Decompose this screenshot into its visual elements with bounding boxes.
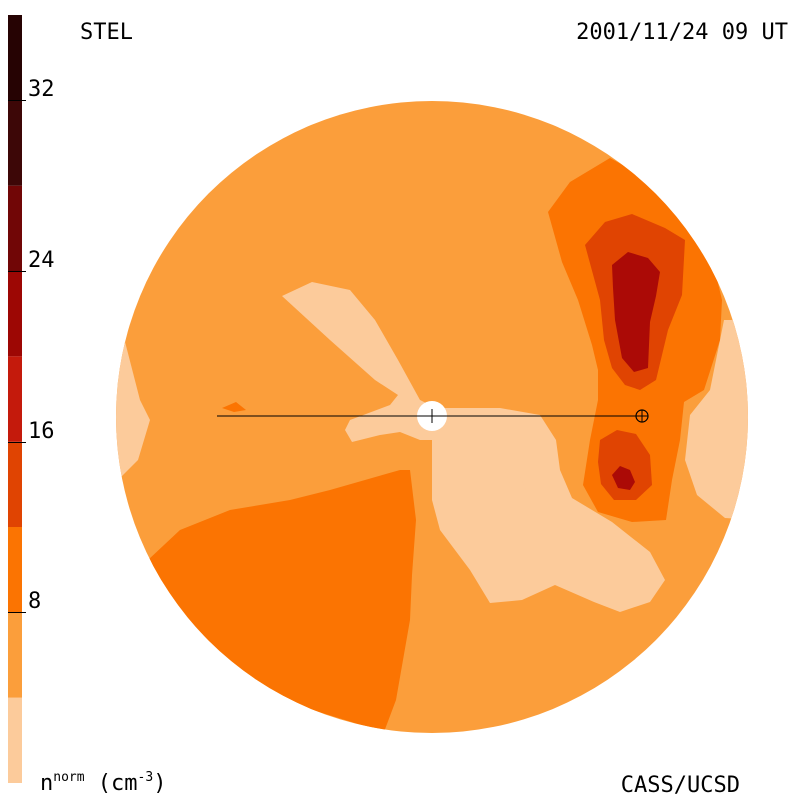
- unit-exponent: -3: [137, 770, 154, 785]
- colorbar-tick-label: 16: [28, 418, 55, 444]
- contour-level-3-speck: [222, 402, 246, 412]
- contour-level-1-west-edge: [116, 330, 150, 485]
- colorbar-tick: [8, 612, 26, 614]
- colorbar-tick-label: 8: [28, 589, 42, 615]
- colorbar-level-1: [8, 697, 22, 783]
- unit-superscript: norm: [53, 770, 85, 785]
- contour-level-3-southwest: [148, 470, 416, 732]
- colorbar-level-6: [8, 271, 22, 357]
- colorbar-unit-label: nnorm (cm-3): [40, 770, 167, 796]
- datetime-label: 2001/11/24 09 UT: [576, 20, 788, 45]
- contour-level-6-north: [612, 252, 660, 372]
- colorbar-level-2: [8, 612, 22, 698]
- colorbar-tick-label: 24: [28, 248, 55, 273]
- colorbar-tick: [8, 271, 26, 272]
- colorbar-level-9: [8, 15, 22, 101]
- unit-suffix: (cm: [84, 771, 138, 796]
- station-label: STEL: [80, 20, 133, 45]
- unit-prefix: n: [40, 771, 54, 796]
- contour-level-4-south: [598, 430, 652, 500]
- contour-level-1-east-edge: [685, 320, 748, 520]
- colorbar-level-5: [8, 356, 22, 442]
- credit-label: CASS/UCSD: [620, 773, 740, 798]
- colorbar-level-7: [8, 185, 22, 271]
- contour-level-1-center-blob: [282, 282, 665, 612]
- contour-level-6-south: [612, 466, 635, 490]
- colorbar-level-8: [8, 100, 22, 186]
- colorbar-tick-label: 32: [28, 77, 55, 103]
- colorbar: [8, 15, 22, 783]
- contour-level-1-speck: [504, 468, 526, 490]
- colorbar-level-3: [8, 527, 22, 613]
- colorbar-tick: [8, 441, 26, 443]
- colorbar-level-4: [8, 441, 22, 527]
- unit-close: ): [153, 771, 167, 796]
- colorbar-tick: [8, 100, 26, 102]
